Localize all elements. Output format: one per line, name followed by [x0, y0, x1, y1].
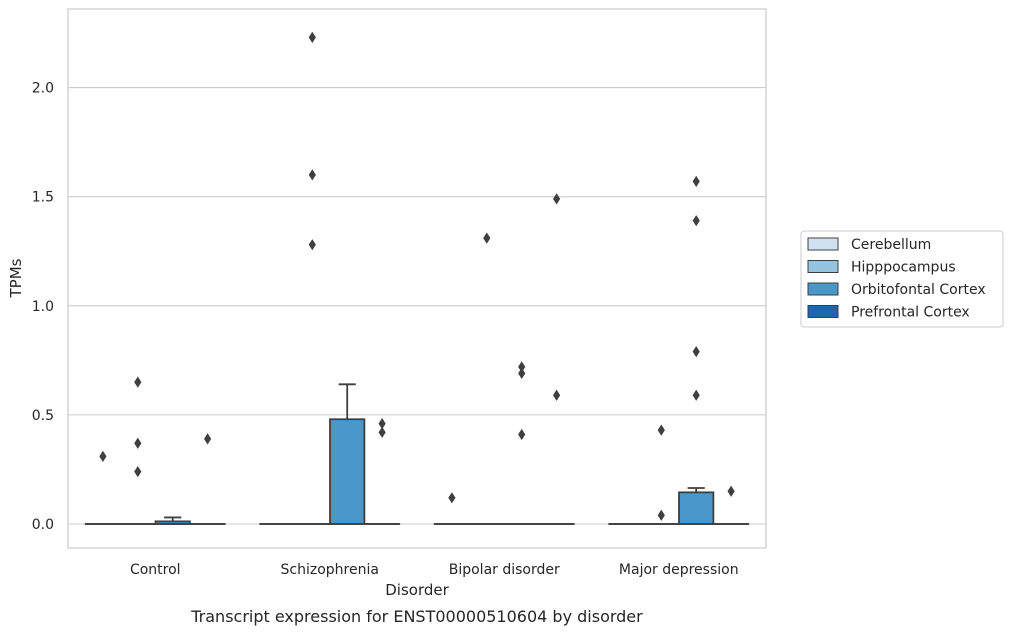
x-axis-label: Disorder — [385, 581, 449, 599]
legend-swatch — [807, 305, 839, 318]
box-body — [329, 418, 366, 525]
x-tick-label: Major depression — [619, 562, 739, 578]
boxes — [84, 383, 750, 525]
x-tick-label: Bipolar disorder — [449, 562, 560, 578]
legend-label: Orbitofontal Cortex — [851, 282, 986, 298]
outlier-point — [134, 466, 142, 478]
outlier-point — [483, 232, 491, 244]
y-tick-label: 2.0 — [32, 81, 54, 97]
outlier-point — [518, 428, 526, 441]
y-tick-label: 0.5 — [32, 408, 54, 424]
outlier-point — [378, 418, 386, 430]
outlier-point — [378, 426, 386, 438]
outlier-point — [692, 175, 700, 187]
legend-label: Prefrontal Cortex — [851, 305, 970, 321]
outlier-point — [692, 215, 700, 227]
box-orbitofontal-cortex — [678, 487, 715, 525]
box-orbitofontal-cortex — [154, 516, 191, 525]
plot-frame — [67, 8, 767, 549]
outlier-point — [692, 346, 700, 358]
outlier-point — [657, 424, 665, 436]
y-tick-label: 0.0 — [32, 517, 54, 533]
x-tick-label: Schizophrenia — [281, 562, 379, 578]
outlier-point — [657, 509, 665, 521]
outlier-point — [99, 450, 107, 462]
legend-swatch — [807, 237, 839, 251]
box-body — [678, 491, 715, 525]
outlier-point — [518, 361, 526, 373]
x-tick-label: Control — [130, 562, 181, 578]
outlier-point — [553, 389, 561, 401]
outlier-point — [692, 389, 700, 401]
outlier-point — [308, 239, 316, 251]
legend-label: Cerebellum — [851, 237, 931, 253]
legend-swatch — [807, 282, 839, 296]
y-axis-label: TPMs — [7, 258, 25, 298]
y-tick-label: 1.0 — [32, 299, 54, 315]
box-orbitofontal-cortex — [329, 383, 366, 525]
outlier-point — [204, 433, 212, 445]
outlier-point — [134, 376, 142, 388]
y-tick-label: 1.5 — [32, 190, 54, 206]
x-tick-labels: Control Schizophrenia Bipolar disorder Majo… — [130, 562, 739, 578]
y-tick-labels: 0.0 0.5 1.0 1.5 2.0 — [32, 81, 54, 533]
legend-swatch — [807, 260, 839, 273]
plot-background — [68, 9, 766, 548]
outlier-point — [134, 437, 142, 449]
outlier-point — [448, 492, 456, 504]
outlier-point — [518, 367, 526, 380]
legend-frame — [800, 230, 1004, 328]
chart-caption: Transcript expression for ENST0000051060… — [190, 607, 643, 626]
outlier-point — [308, 169, 316, 181]
outliers — [99, 31, 735, 521]
outlier-point — [727, 485, 735, 497]
legend-label: Hipppocampus — [851, 260, 956, 276]
legend: Cerebellum Hipppocampus Orbitofontal Corte… — [800, 230, 1004, 328]
outlier-point — [553, 193, 561, 205]
outlier-point — [308, 31, 316, 43]
